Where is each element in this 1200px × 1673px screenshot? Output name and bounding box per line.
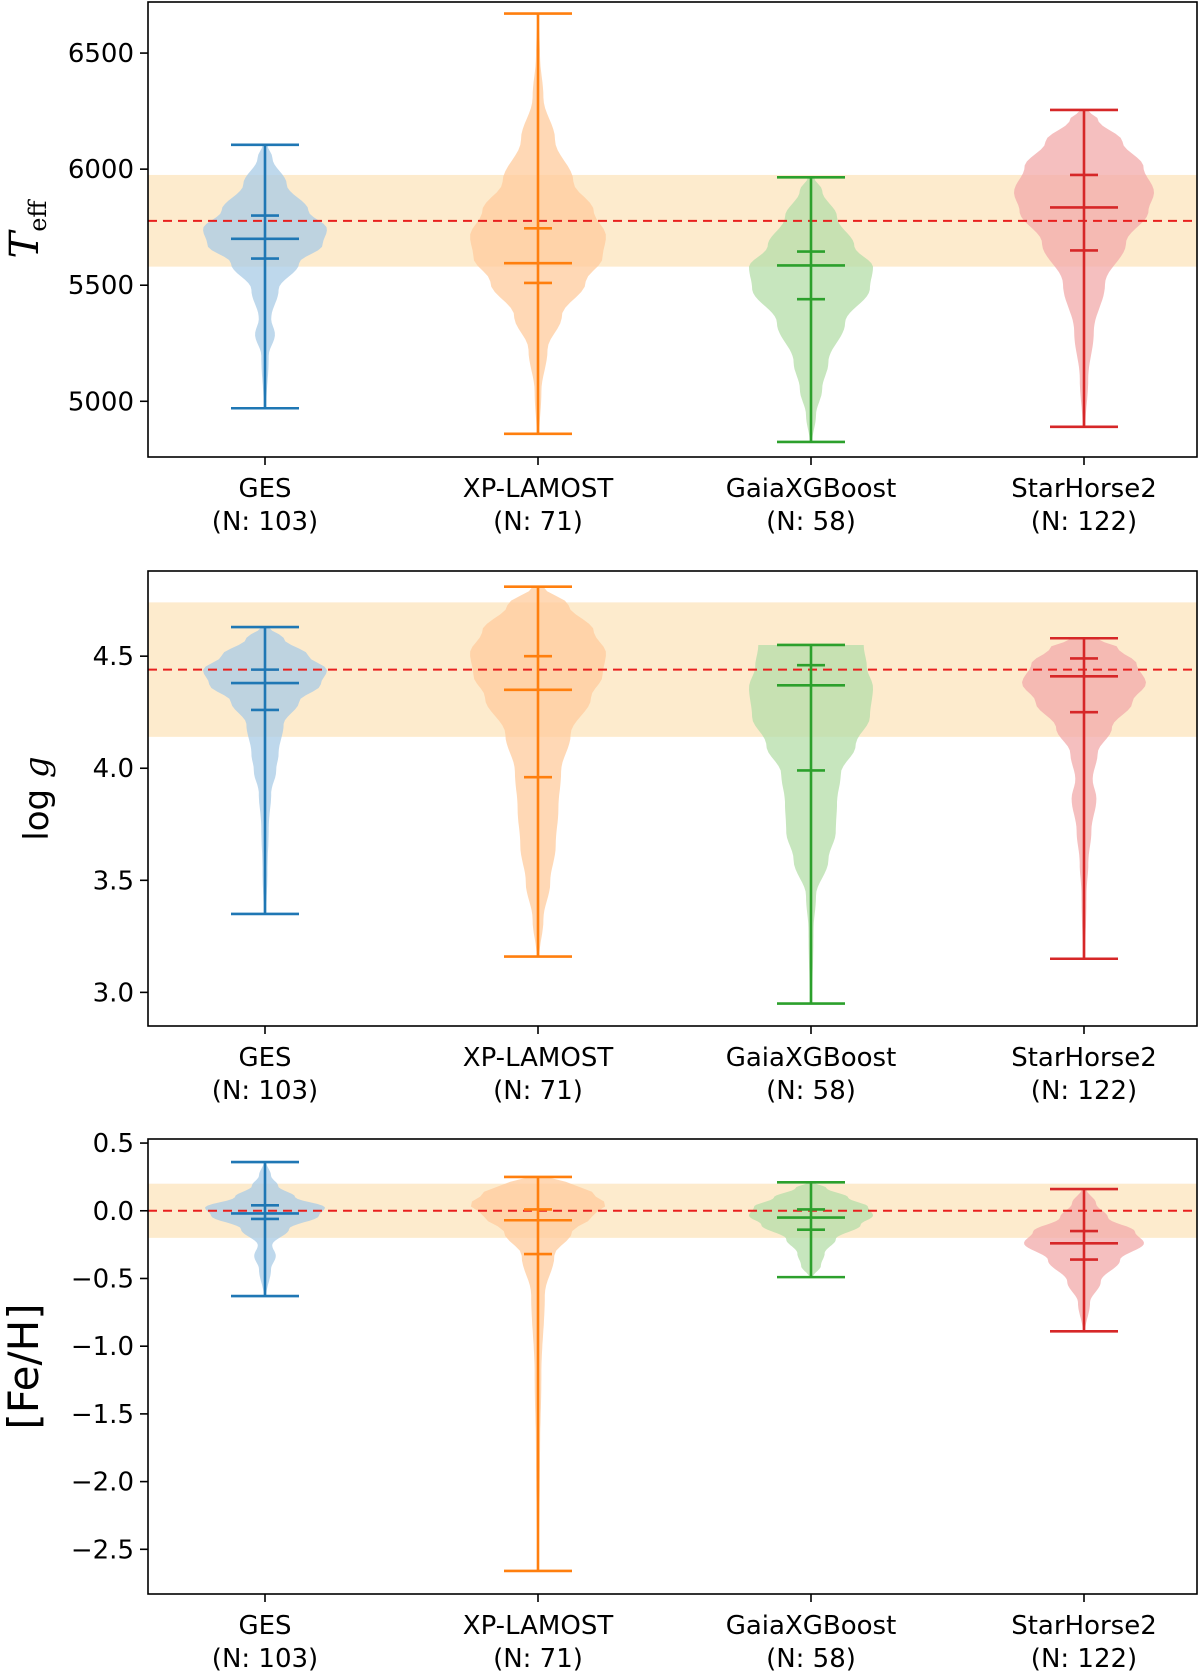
ytick-label: 5500 [68,271,134,301]
xtick-count: (N: 71) [493,507,583,537]
violin-markers-XP-LAMOST [504,585,572,958]
violin-markers-GES [231,1160,299,1298]
violin-markers-GaiaXGBoost [777,1181,845,1279]
xtick-label: StarHorse2 [1011,1611,1157,1641]
xtick-label: StarHorse2 [1011,474,1157,504]
plot-area [148,585,1197,1005]
violin-markers-XP-LAMOST [504,1175,572,1573]
violin-markers-XP-LAMOST [504,12,572,436]
xtick-count: (N: 71) [493,1644,583,1673]
xtick-label: GES [238,1611,291,1641]
ytick-label: 6000 [68,155,134,185]
ytick-label: 4.5 [93,642,134,672]
violin-markers-GES [231,143,299,410]
xtick-count: (N: 122) [1031,507,1137,537]
xtick-count: (N: 71) [493,1076,583,1106]
xtick-count: (N: 122) [1031,1076,1137,1106]
xtick-label: GaiaXGBoost [726,1611,897,1641]
violin-markers-StarHorse2 [1050,108,1118,429]
ytick-label: −1.0 [71,1332,134,1362]
plot-frame [147,1,1198,458]
ytick-label: 5000 [68,387,134,417]
violin-markers-StarHorse2 [1050,636,1118,961]
violin-markers-StarHorse2 [1050,1187,1118,1333]
violin-markers-GaiaXGBoost [777,175,845,444]
ytick-label: 6500 [68,39,134,69]
xtick-label: XP-LAMOST [463,1043,614,1073]
chart-panel-1: 3.0 3.5 4.0 4.5 GES(N: 103) XP-LAMOST(N: 71) G… [17,570,1198,1106]
xtick-label: GES [238,474,291,504]
xtick-label: StarHorse2 [1011,1043,1157,1073]
y-axis-label: Teff [2,199,52,259]
xtick-label: GES [238,1043,291,1073]
plot-area [148,12,1197,444]
xtick-count: (N: 122) [1031,1644,1137,1673]
ytick-label: 0.5 [93,1129,134,1159]
chart-panel-2: −2.5 −2.0 −1.5 −1.0 −0.5 0.0 0.5 GES (N: 103) XP-… [0,1129,1198,1673]
xtick-count: (N: 103) [212,1076,318,1106]
xtick-count: (N: 103) [212,507,318,537]
xtick-count: (N: 58) [766,507,856,537]
ytick-label: 4.0 [93,754,134,784]
plot-frame [147,570,1198,1027]
xtick-label: XP-LAMOST [463,1611,614,1641]
xtick-label: XP-LAMOST [463,474,614,504]
plot-area [148,1160,1197,1573]
xtick-label: GaiaXGBoost [726,474,897,504]
ytick-label: 0.0 [93,1197,134,1227]
plot-frame [147,1138,1198,1595]
ytick-label: −2.0 [71,1468,134,1498]
ytick-label: −0.5 [71,1264,134,1294]
xtick-count: (N: 103) [212,1644,318,1673]
violin-markers-GES [231,625,299,916]
ytick-label: −2.5 [71,1535,134,1565]
xtick-label: GaiaXGBoost [726,1043,897,1073]
ytick-label: 3.5 [93,866,134,896]
ytick-label: 3.0 [93,978,134,1008]
xtick-count: (N: 58) [766,1076,856,1106]
ytick-label: −1.5 [71,1400,134,1430]
y-axis-label: [Fe/H] [0,1303,48,1429]
y-axis-label: log g [17,756,57,840]
violin-markers-GaiaXGBoost [777,643,845,1005]
xtick-count: (N: 58) [766,1644,856,1673]
